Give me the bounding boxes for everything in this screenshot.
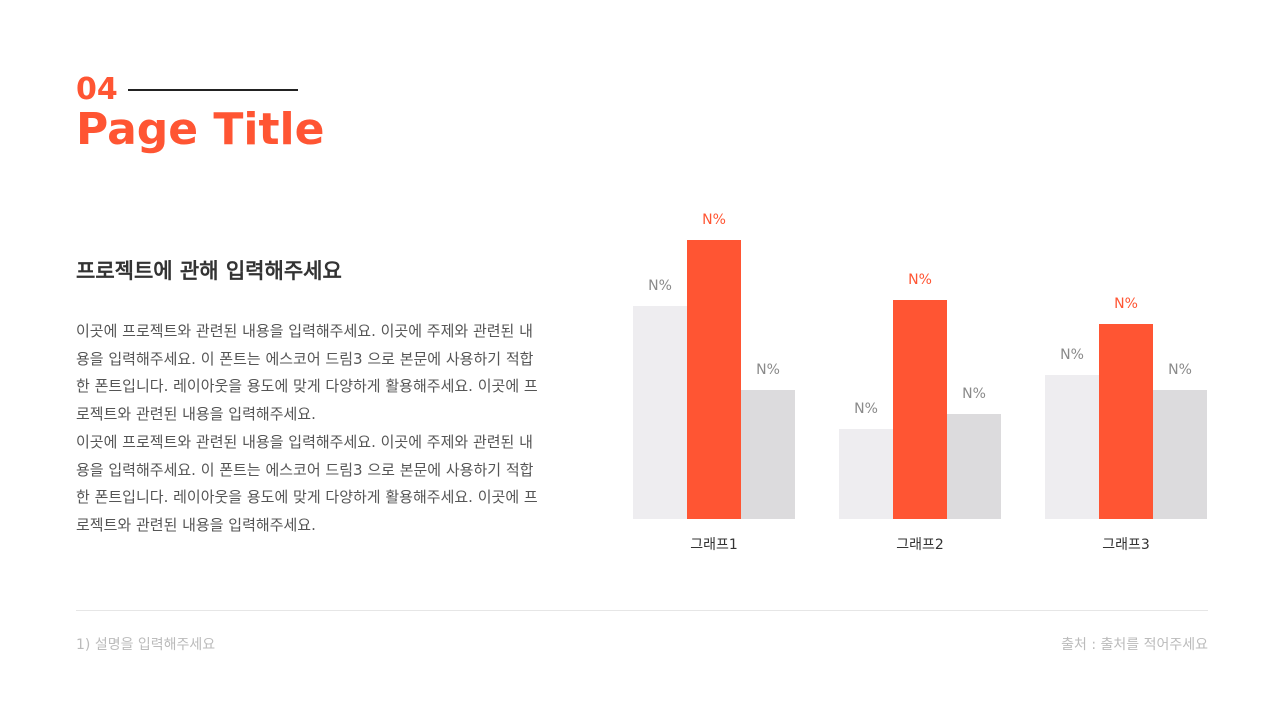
title-rule — [128, 89, 298, 91]
body-line: 한 폰트입니다. 레이아웃을 용도에 맞게 다양하게 활용해주세요. 이곳에 프 — [76, 377, 538, 396]
body-line: 이곳에 프로젝트와 관련된 내용을 입력해주세요. 이곳에 주제와 관련된 내 — [76, 322, 533, 340]
value-label: N% — [1060, 347, 1084, 363]
bar — [1153, 390, 1207, 519]
body-line: 용을 입력해주세요. 이 폰트는 에스코어 드림3 으로 본문에 사용하기 적합 — [76, 349, 534, 368]
value-label: N% — [1114, 296, 1138, 312]
source: 출처 : 출처를 적어주세요 — [1061, 637, 1208, 653]
heading: 프로젝트에 관해 입력해주세요 — [76, 259, 342, 283]
value-label: N% — [1168, 362, 1192, 378]
body-line: 로젝트와 관련된 내용을 입력해주세요. — [76, 405, 316, 424]
bar — [947, 414, 1001, 519]
value-label: N% — [702, 212, 726, 228]
value-label: N% — [854, 401, 878, 417]
value-label: N% — [648, 278, 672, 294]
bar — [839, 429, 893, 519]
section-number: 04 — [76, 72, 118, 107]
bar — [741, 390, 795, 519]
page-title: Page Title — [76, 104, 325, 155]
bar — [687, 240, 741, 519]
footer-rule — [76, 610, 1208, 611]
x-tick-label: 그래프2 — [896, 537, 944, 553]
bar — [633, 306, 687, 519]
body-line: 로젝트와 관련된 내용을 입력해주세요. — [76, 515, 316, 534]
value-label: N% — [908, 272, 932, 288]
body-line: 이곳에 프로젝트와 관련된 내용을 입력해주세요. 이곳에 주제와 관련된 내 — [76, 432, 533, 451]
value-label: N% — [962, 386, 986, 402]
body-line: 용을 입력해주세요. 이 폰트는 에스코어 드림3 으로 본문에 사용하기 적합 — [76, 460, 534, 479]
x-tick-label: 그래프3 — [1102, 537, 1150, 553]
bar — [893, 300, 947, 519]
footnote: 1) 설명을 입력해주세요 — [76, 637, 216, 653]
body-line: 한 폰트입니다. 레이아웃을 용도에 맞게 다양하게 활용해주세요. 이곳에 프 — [76, 488, 538, 507]
bar — [1099, 324, 1153, 519]
chart: N% N% N% 그래프1 N% N% N% 그래프2 N% N% N% 그래프3 — [633, 212, 1207, 553]
bar — [1045, 375, 1099, 519]
x-tick-label: 그래프1 — [690, 537, 738, 553]
value-label: N% — [756, 362, 780, 378]
